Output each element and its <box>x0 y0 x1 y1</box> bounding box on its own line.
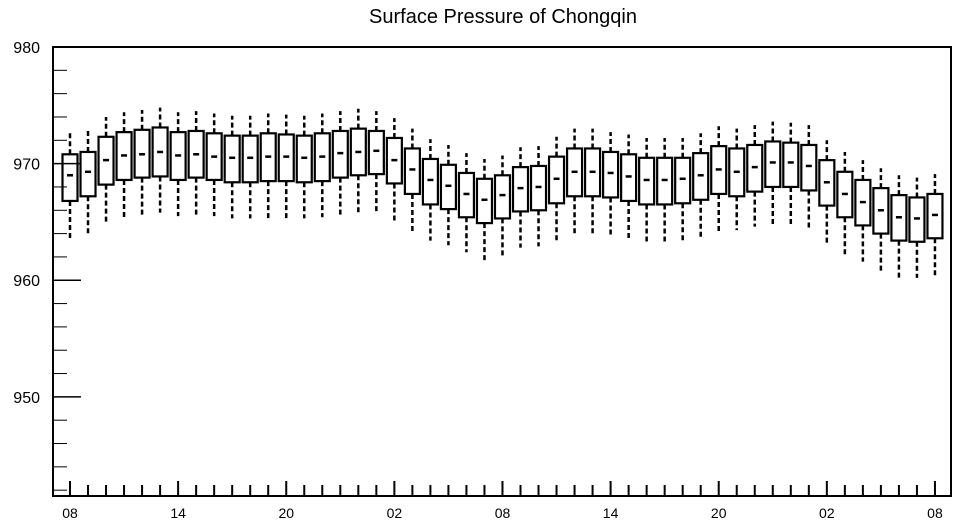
box-item <box>547 136 566 241</box>
x-tick-label: 02 <box>819 505 835 521</box>
x-tick-label: 08 <box>62 505 78 521</box>
x-tick-label: 02 <box>387 505 403 521</box>
box-iqr <box>79 150 97 198</box>
box-iqr <box>800 143 818 192</box>
box-item <box>331 111 349 215</box>
box-item <box>493 155 512 257</box>
box-item <box>836 151 854 255</box>
box-item <box>872 168 890 271</box>
box-iqr <box>403 147 421 196</box>
box-item <box>710 126 728 233</box>
x-tick-label: 08 <box>927 505 943 521</box>
box-item <box>349 108 367 213</box>
box-item <box>259 113 277 219</box>
box-iqr <box>764 140 782 189</box>
box-item <box>403 128 421 232</box>
box-item <box>529 146 548 247</box>
y-tick-label: 960 <box>13 273 40 290</box>
box-item <box>421 139 439 241</box>
box-item <box>620 134 638 239</box>
x-axis: 08 14 20 02 08 14 20 02 08 <box>62 481 943 521</box>
box-item <box>674 137 692 241</box>
box-item <box>854 160 872 262</box>
box-item <box>583 128 602 234</box>
box-item <box>728 128 746 231</box>
box-iqr <box>782 141 800 189</box>
box-item <box>782 122 800 226</box>
box-item <box>205 113 223 217</box>
box-item <box>890 175 908 278</box>
box-iqr <box>61 153 79 203</box>
box-iqr <box>601 150 620 199</box>
box-item <box>565 128 584 235</box>
box-item <box>511 147 530 248</box>
y-tick-label: 970 <box>13 157 40 174</box>
box-item <box>151 107 169 213</box>
box-item <box>601 132 620 235</box>
box-item <box>926 174 944 276</box>
y-tick-label: 950 <box>13 390 40 407</box>
box-item <box>457 153 476 253</box>
box-item <box>656 137 674 242</box>
box-item <box>295 115 313 219</box>
box-iqr <box>674 156 692 205</box>
box-item <box>223 115 241 219</box>
chart-title: Surface Pressure of Chongqin <box>369 6 637 28</box>
box-item <box>475 158 494 261</box>
box-item <box>97 116 115 222</box>
box-item <box>385 118 403 221</box>
boxes-group <box>61 107 944 278</box>
box-iqr <box>421 157 439 206</box>
y-tick-label: 980 <box>13 40 40 57</box>
y-axis: 950 960 970 980 <box>13 40 81 491</box>
box-item <box>313 113 331 218</box>
box-item <box>187 111 205 215</box>
box-item <box>133 109 151 215</box>
box-item <box>367 111 385 212</box>
box-item <box>818 140 836 245</box>
box-item <box>692 133 710 239</box>
x-tick-label: 20 <box>278 505 294 521</box>
box-item <box>439 144 458 246</box>
x-tick-label: 08 <box>495 505 511 521</box>
box-iqr <box>493 174 512 220</box>
x-tick-label: 14 <box>170 505 186 521</box>
box-item <box>800 125 818 228</box>
box-item <box>79 130 97 235</box>
box-item <box>764 121 782 225</box>
box-item <box>169 112 187 217</box>
box-item <box>746 125 764 227</box>
box-item <box>277 114 295 219</box>
box-item <box>908 177 926 278</box>
box-item <box>638 137 656 242</box>
box-item <box>115 112 133 218</box>
x-tick-label: 20 <box>711 505 727 521</box>
box-item <box>61 133 79 239</box>
box-iqr <box>367 129 385 176</box>
plot-frame <box>52 46 952 497</box>
x-tick-label: 14 <box>603 505 619 521</box>
box-item <box>241 115 259 219</box>
